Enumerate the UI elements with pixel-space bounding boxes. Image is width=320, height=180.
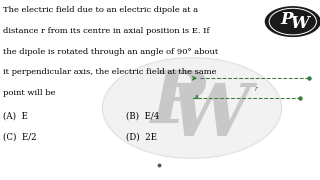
Text: (B)  E/4: (B) E/4 [126,112,160,121]
Circle shape [264,5,320,38]
Text: P: P [150,67,205,138]
Text: (A)  E: (A) E [3,112,28,121]
Text: W: W [169,80,250,151]
Text: P: P [281,11,293,28]
Text: W: W [291,15,309,32]
Circle shape [269,8,316,35]
Text: distance r from its centre in axial position is E. If: distance r from its centre in axial posi… [3,27,209,35]
Text: the dipole is rotated through an angle of 90° about: the dipole is rotated through an angle o… [3,48,218,56]
Text: (C)  E/2: (C) E/2 [3,132,36,141]
Text: (D)  2E: (D) 2E [126,132,157,141]
Text: point will be: point will be [3,89,55,97]
Text: it perpendicular axis, the electric field at the same: it perpendicular axis, the electric fiel… [3,68,216,76]
Text: r: r [255,86,257,91]
Text: The electric field due to an electric dipole at a: The electric field due to an electric di… [3,6,198,14]
Circle shape [102,58,282,158]
